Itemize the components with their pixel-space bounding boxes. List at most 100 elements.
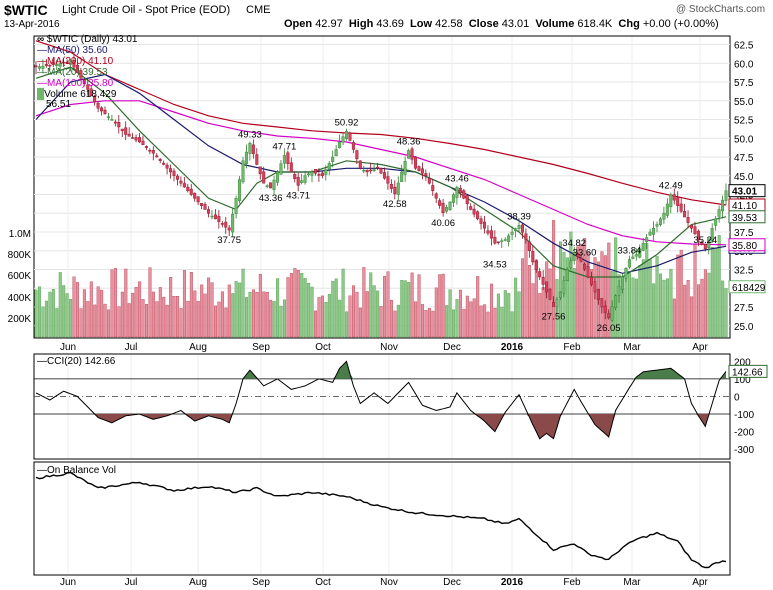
volume-bar [700,278,704,338]
candle-body [427,177,431,184]
candle-body [265,185,269,187]
chart-description: Light Crude Oil - Spot Price (EOD) [62,4,231,16]
candle-body [690,224,694,229]
volume-bar [86,301,90,338]
legend-cci-text: CCI(20) 142.66 [47,356,116,367]
candle-body [483,221,487,229]
candle-body [469,206,473,210]
volume-bar [131,292,135,338]
volume-bar [224,307,228,338]
volume-bar [317,297,321,338]
volume-bar [538,293,542,338]
candle-body [520,224,524,233]
candle-body [72,60,76,68]
volume-bar [603,255,607,338]
candle-body [665,203,669,216]
volume-bar [693,243,697,338]
candle-body [586,266,590,278]
volume-bar [455,299,459,338]
candle-body [489,230,493,239]
candle-body [531,251,535,263]
candle-body [589,276,593,285]
candle-body [434,193,438,199]
volume-bar [193,290,197,338]
volume-bar [179,308,183,338]
volume-label: Volume [535,18,575,30]
month-tick-label: Jul [125,577,138,588]
legend-volume-text: Volume 618,429 [44,89,117,100]
candle-body [438,200,442,206]
price-point-label: 33.60 [573,247,597,258]
volume-tick-label: 1.0M [9,229,31,240]
volume-bar [572,268,576,338]
cci-oversold-fill [36,414,726,439]
candle-body [106,116,110,118]
candle-body [558,291,562,298]
candle-body [341,136,345,143]
candle-body [389,183,393,189]
volume-bar [110,269,114,338]
month-tick-label: Nov [380,577,398,588]
price-tick-label: 47.5 [734,153,754,164]
candle-body [310,171,314,176]
legend-ma100-text: MA(100) 35.80 [47,78,114,89]
candle-body [655,224,659,227]
price-point-label: 40.06 [431,218,455,229]
low-value: 42.58 [435,18,463,30]
legend-cci: —CCI(20) 142.66 [37,356,116,367]
volume-bar [245,297,249,338]
volume-bar [158,287,162,338]
candle-body [93,95,97,103]
volume-bar [679,249,683,338]
candle-body [717,209,721,217]
volume-bar [421,304,425,338]
candle-body [103,109,107,115]
volume-bar [255,292,259,338]
candle-body [79,70,83,79]
volume-bar [393,310,397,338]
candle-body [641,243,645,251]
price-tick-label: 45.0 [734,172,754,183]
candle-body [324,169,328,175]
candle-body [552,301,556,307]
candle-body [420,168,424,174]
price-point-label: 48.36 [397,137,421,148]
candle-body [172,170,176,176]
month-tick-label: Feb [563,342,581,353]
candle-body [131,137,135,139]
candle-body [662,213,666,220]
volume-bar [410,272,414,338]
volume-bar [527,264,531,338]
price-point-label: 35.24 [693,235,717,246]
candle-body [676,197,680,206]
volume-bar [48,291,52,338]
copyright[interactable]: @ StockCharts.com [676,4,766,15]
volume-bar [324,302,328,338]
candle-body [327,163,331,170]
month-tick-label: Jun [60,577,76,588]
price-point-label: 27.56 [542,312,566,323]
volume-bar [310,286,314,338]
legend-obv-text: On Balance Vol [47,465,116,476]
volume-bar [120,291,124,338]
volume-bar [448,289,452,338]
candle-body [331,156,335,162]
volume-bar [465,295,469,338]
candle-body [669,194,673,208]
volume-bar [69,299,73,338]
month-tick-label: Jun [60,342,76,353]
candle-body [110,119,114,121]
volume-bar [34,289,38,338]
month-tick-label: Jul [125,342,138,353]
candle-body [213,214,217,220]
legend-main: ∞ $WTIC (Daily) 43.01 [37,34,138,45]
cci-tick-label: 100 [734,375,751,386]
volume-tick-label: 200K [8,314,32,325]
volume-bar [269,299,273,338]
volume-bar [641,259,645,338]
price-labels: 49.33 47.71 50.92 48.36 43.46 38.39 34.8233.60… [217,117,717,334]
candle-body [313,169,317,174]
volume-bar [493,307,497,338]
volume-bar [724,288,728,338]
